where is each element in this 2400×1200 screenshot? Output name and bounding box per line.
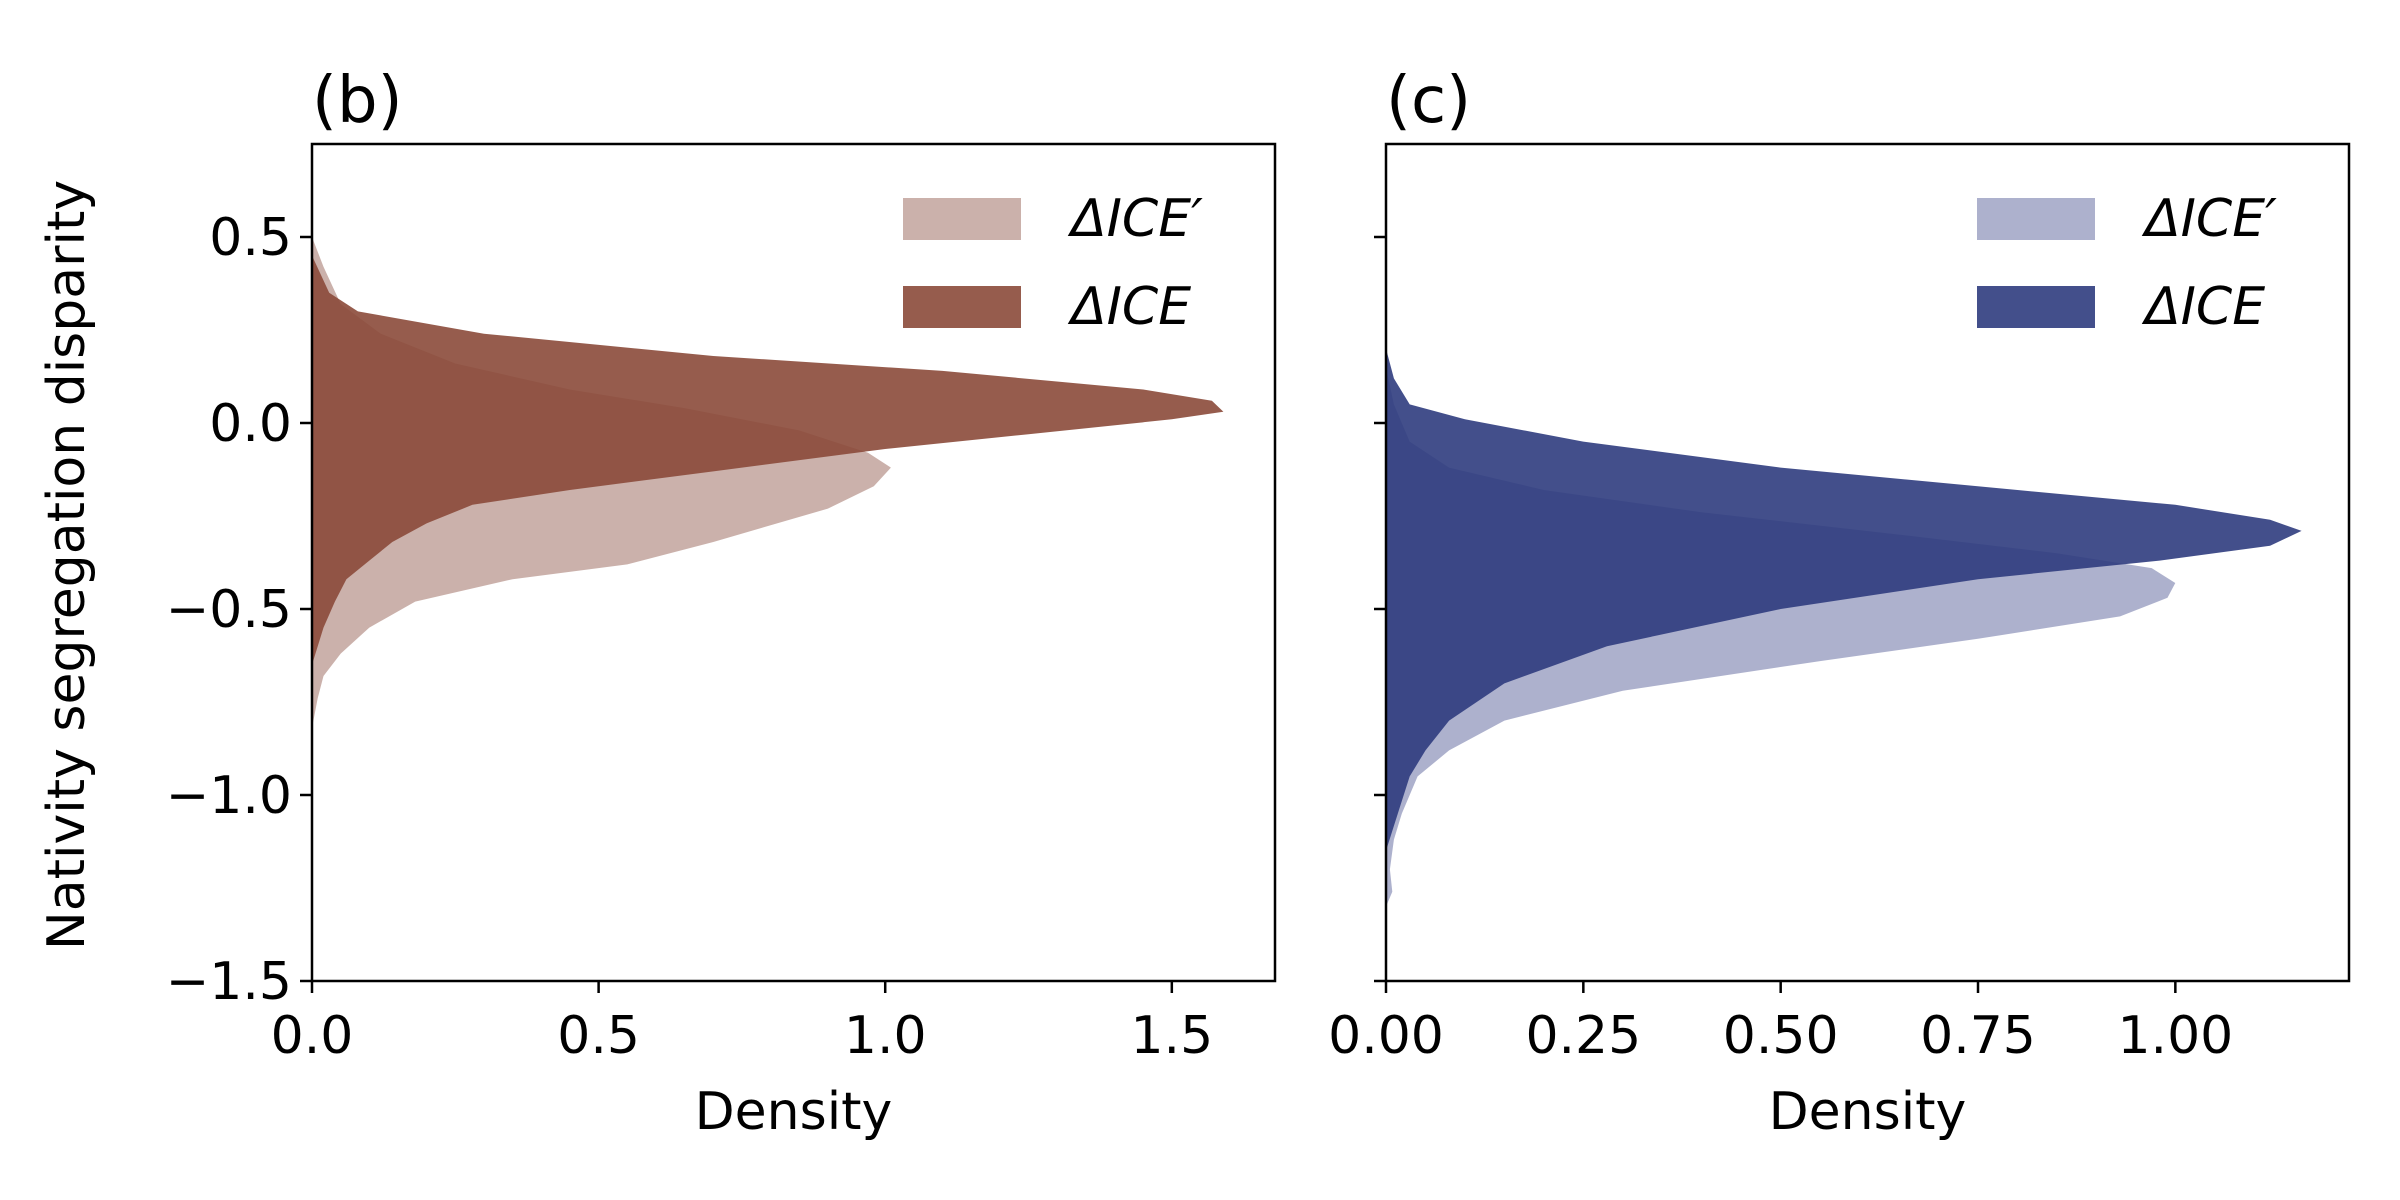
panel-b-xtick-label: 1.0 [844, 1006, 927, 1066]
panel-b-title: (b) [312, 64, 403, 138]
panel-b-legend-swatch-0 [903, 198, 1021, 240]
panel-b-ytick-label: −1.5 [166, 952, 292, 1012]
panel-c-legend-swatch-0 [1977, 198, 2095, 240]
panel-c-xtick-label: 0.50 [1723, 1006, 1839, 1066]
panel-b-x-axis-label: Density [695, 1082, 893, 1142]
shared-y-axis-label: Nativity segregation disparity [37, 180, 97, 950]
panel-b-ytick-label: −0.5 [166, 580, 292, 640]
panel-b-series-1-area [312, 255, 1224, 665]
panel-b-ytick-label: 0.5 [209, 208, 292, 268]
panel-b-axes-frame [310, 142, 1277, 983]
panel-c-legend-label-1: ΔICE [2141, 277, 2265, 337]
panel-c-x-axis-label: Density [1769, 1082, 1967, 1142]
panel-b-xtick-label: 0.0 [271, 1006, 354, 1066]
panel-c-xtick-label: 0.75 [1920, 1006, 2036, 1066]
panel-c-legend-swatch-1 [1977, 286, 2095, 328]
panel-b-ytick-label: 0.0 [209, 394, 292, 454]
panel-b-ytick-label: −1.0 [166, 766, 292, 826]
panel-c-xtick-label: 0.00 [1328, 1006, 1444, 1066]
panel-b-legend-swatch-1 [903, 286, 1021, 328]
panel-b-legend-label-1: ΔICE [1067, 277, 1191, 337]
panel-c-series-1-area [1386, 348, 2302, 851]
panel-b-xtick-label: 0.5 [557, 1006, 640, 1066]
panel-b-legend-label-0: ΔICE′ [1067, 189, 1203, 249]
panel-c-xtick-label: 0.25 [1525, 1006, 1641, 1066]
panel-c-axes-frame [1384, 142, 2351, 983]
panel-b: 0.50.0−0.5−1.0−1.50.0 0.5 1.0 1.5Density(b)… [166, 64, 1277, 1142]
panel-c-xtick-label: 1.00 [2117, 1006, 2233, 1066]
panel-b-xtick-label: 1.5 [1130, 1006, 1213, 1066]
panel-c-legend-label-0: ΔICE′ [2141, 189, 2277, 249]
panel-c-title: (c) [1386, 64, 1471, 138]
panel-c: 0.00 0.25 0.50 0.75 1.00 Density (c) ΔICE′ ΔICE [1328, 64, 2351, 1142]
